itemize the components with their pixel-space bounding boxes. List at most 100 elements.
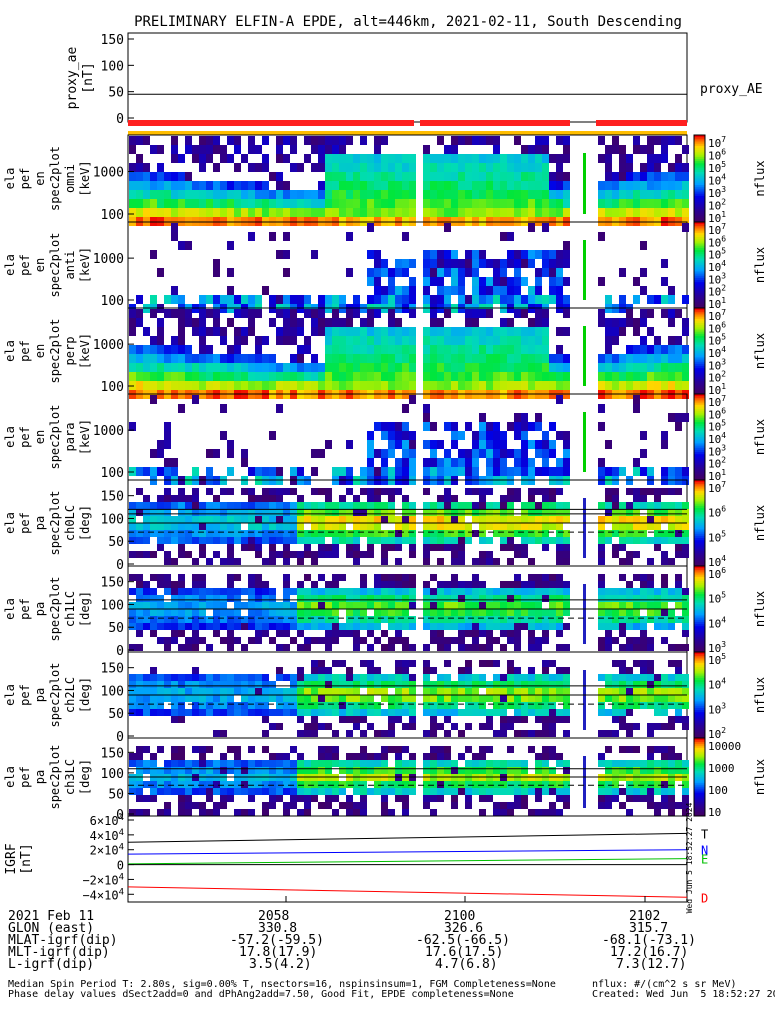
spectrogram-cell [353, 623, 360, 630]
colorbar-segment [694, 630, 705, 634]
spectrogram-cell [549, 595, 556, 602]
spectrogram-cell [395, 336, 402, 345]
spectrogram-cell [262, 760, 269, 767]
spectrogram-cell [199, 746, 206, 753]
spectrogram-cell [241, 354, 248, 363]
spectrogram-cell [199, 208, 206, 217]
spectrogram-cell [339, 588, 346, 595]
colorbar-segment [694, 219, 705, 223]
spectrogram-cell [486, 354, 493, 363]
spectrogram-cell [612, 688, 619, 695]
spectrogram-cell [248, 544, 255, 551]
spectrogram-cell [563, 802, 570, 809]
spectrogram-cell [472, 190, 479, 199]
spectrogram-cell [346, 181, 353, 190]
spectrogram-cell [311, 488, 318, 495]
spectrogram-cell [451, 581, 458, 588]
spectrogram-cell [472, 602, 479, 609]
spectrogram-cell [206, 746, 213, 753]
spectrogram-cell [164, 674, 171, 681]
spectrogram-cell [535, 623, 542, 630]
spectrogram-cell [206, 488, 213, 495]
spectrogram-cell [458, 336, 465, 345]
colorbar-segment [694, 292, 705, 296]
spectrogram-cell [339, 136, 346, 145]
colorbar-segment [694, 773, 705, 776]
colorbar-tick-label: 102 [708, 284, 726, 299]
spectrogram-cell [283, 588, 290, 595]
spectrogram-cell [647, 145, 654, 154]
spectrogram-cell [661, 440, 668, 449]
spectrogram-cell [227, 354, 234, 363]
spectrogram-cell [241, 809, 248, 816]
spectrogram-cell [682, 516, 689, 523]
spectrogram-cell [136, 795, 143, 802]
spectrogram-cell [311, 558, 318, 565]
spectrogram-cell [479, 537, 486, 544]
spectrogram-cell [213, 688, 220, 695]
spectrogram-cell [430, 318, 437, 327]
spectrogram-cell [241, 199, 248, 208]
spectrogram-cell [185, 199, 192, 208]
colorbar-segment [694, 518, 705, 522]
spectrogram-cell [542, 623, 549, 630]
spectrogram-cell [444, 336, 451, 345]
spectrogram-cell [157, 702, 164, 709]
spectrogram-cell [647, 345, 654, 354]
spectrogram-cell [542, 336, 549, 345]
spectrogram-cell [150, 381, 157, 390]
spectrogram-cell [332, 523, 339, 530]
panel-ylabel-part: ela [3, 684, 17, 706]
spectrogram-cell [297, 327, 304, 336]
spectrogram-cell [486, 199, 493, 208]
spectrogram-cell [269, 363, 276, 372]
spectrogram-cell [521, 530, 528, 537]
spectrogram-cell [248, 595, 255, 602]
spectrogram-cell [682, 688, 689, 695]
spectrogram-cell [157, 495, 164, 502]
spectrogram-cell [360, 154, 367, 163]
spectrogram-cell [682, 318, 689, 327]
spectrogram-cell [178, 716, 185, 723]
spectrogram-cell [675, 688, 682, 695]
spectrogram-cell [479, 509, 486, 516]
spectrogram-cell [605, 295, 612, 304]
spectrogram-cell [654, 363, 661, 372]
spectrogram-cell [647, 688, 654, 695]
spectrogram-cell [388, 327, 395, 336]
spectrogram-cell [633, 595, 640, 602]
spectrogram-cell [339, 802, 346, 809]
spectrogram-cell [402, 781, 409, 788]
spectrogram-cell [185, 523, 192, 530]
spectrogram-cell [290, 602, 297, 609]
spectrogram-cell [325, 199, 332, 208]
spectrogram-cell [234, 595, 241, 602]
spectrogram-cell [479, 345, 486, 354]
spectrogram-cell [640, 208, 647, 217]
spectrogram-cell [136, 681, 143, 688]
spectrogram-cell [367, 449, 374, 458]
spectrogram-cell [668, 695, 675, 702]
spectrogram-cell [304, 208, 311, 217]
spectrogram-cell [402, 449, 409, 458]
footer-row-value: 326.6 [444, 921, 484, 936]
spectrogram-cell [472, 431, 479, 440]
spectrogram-cell [654, 595, 661, 602]
spectrogram-cell [325, 702, 332, 709]
spectrogram-cell [507, 688, 514, 695]
spectrogram-cell [563, 172, 570, 181]
spectrogram-cell [150, 530, 157, 537]
spectrogram-cell [458, 327, 465, 336]
spectrogram-cell [136, 760, 143, 767]
spectrogram-cell [199, 363, 206, 372]
spectrogram-cell [206, 381, 213, 390]
spectrogram-cell [164, 644, 171, 651]
spectrogram-cell [227, 509, 234, 516]
spectrogram-cell [262, 163, 269, 172]
spectrogram-cell [192, 509, 199, 516]
colorbar-segment [694, 237, 705, 240]
spectrogram-cell [185, 537, 192, 544]
spectrogram-cell [402, 154, 409, 163]
spectrogram-cell [283, 644, 290, 651]
